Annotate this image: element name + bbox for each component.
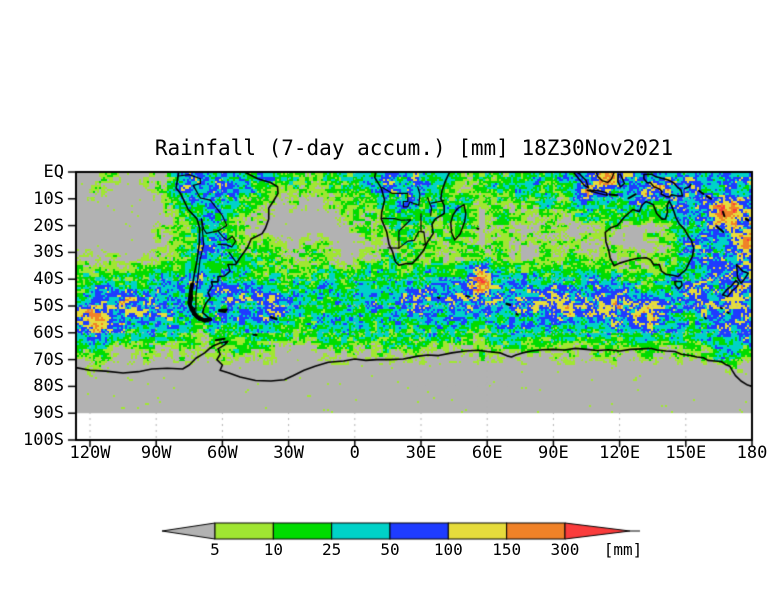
x-tick-label: 0	[349, 443, 360, 463]
y-tick-label: 90S	[33, 403, 64, 424]
colorbar-level-label: 150	[492, 540, 522, 559]
x-tick-label: 30W	[273, 443, 304, 463]
y-tick-label: 50S	[33, 296, 64, 316]
x-tick-label: 90W	[140, 443, 172, 463]
x-tick-label: 150E	[665, 443, 707, 463]
y-tick-label: 10S	[33, 188, 64, 209]
x-tick-label: 60W	[207, 443, 238, 463]
y-tick-label: 80S	[33, 376, 64, 397]
colorbar-level-label: 10	[263, 540, 283, 559]
y-tick-label: EQ	[43, 162, 64, 182]
x-tick-label: 30E	[405, 443, 437, 463]
y-tick-label: 100S	[23, 430, 64, 450]
y-tick-label: 40S	[33, 269, 64, 290]
y-tick-label: 60S	[33, 322, 64, 343]
x-tick-label: 120E	[599, 443, 641, 463]
colorbar-unit-label: [mm]	[603, 540, 643, 559]
x-tick-label: 180	[736, 443, 768, 463]
y-tick-label: 20S	[33, 215, 64, 236]
colorbar-level-label: 5	[210, 540, 220, 559]
x-tick-label: 60E	[471, 443, 503, 463]
colorbar-level-label: 50	[380, 540, 400, 559]
colorbar-level-label: 25	[322, 540, 342, 559]
colorbar-level-label: 300	[550, 540, 580, 559]
y-tick-label: 30S	[33, 242, 64, 263]
y-tick-label: 70S	[33, 349, 64, 370]
x-tick-label: 120W	[69, 443, 111, 463]
x-tick-label: 90E	[538, 443, 569, 463]
colorbar-level-label: 100	[433, 540, 463, 559]
